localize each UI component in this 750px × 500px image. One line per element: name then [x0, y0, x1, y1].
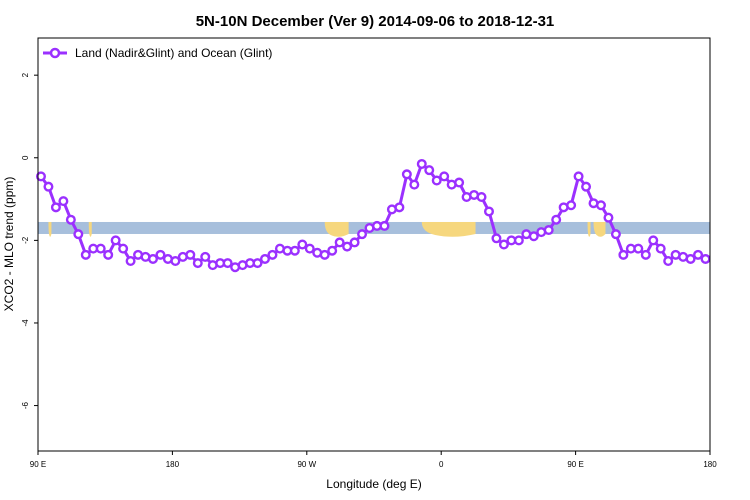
- data-point: [155, 249, 166, 260]
- data-point: [259, 253, 270, 264]
- land-patch: [88, 221, 92, 237]
- data-point: [409, 179, 420, 190]
- x-tick-label: 90 W: [297, 460, 316, 469]
- data-point: [304, 243, 315, 254]
- land-patch: [421, 221, 476, 237]
- data-point: [297, 239, 308, 250]
- data-point: [439, 171, 450, 182]
- data-point: [289, 245, 300, 256]
- x-tick-label: 180: [166, 460, 180, 469]
- x-tick-label: 180: [703, 460, 717, 469]
- data-point: [170, 256, 181, 267]
- data-point: [73, 229, 84, 240]
- x-tick-label: 90 E: [30, 460, 46, 469]
- x-axis: 90 E 180 90 W 0 90 E 180: [30, 451, 717, 469]
- data-point: [483, 206, 494, 217]
- legend-marker: [49, 47, 61, 59]
- data-point: [431, 175, 442, 186]
- plot-frame: [37, 37, 711, 452]
- land-patch: [324, 221, 349, 237]
- data-point: [566, 200, 577, 211]
- chart-title: 5N-10N December (Ver 9) 2014-09-06 to 20…: [196, 13, 555, 30]
- y-tick-label: -6: [21, 401, 30, 409]
- data-point: [185, 249, 196, 260]
- legend-label: Land (Nadir&Glint) and Ocean (Glint): [75, 46, 272, 60]
- y-tick-label: 2: [21, 72, 30, 77]
- data-point: [633, 243, 644, 254]
- data-point: [349, 237, 360, 248]
- series-layer: [35, 158, 711, 273]
- data-point: [327, 245, 338, 256]
- data-point: [618, 249, 629, 260]
- data-point: [640, 249, 651, 260]
- data-point: [43, 181, 54, 192]
- data-point: [685, 253, 696, 264]
- land-patch: [587, 221, 591, 237]
- y-axis-label: XCO2 - MLO trend (ppm): [2, 177, 16, 312]
- data-point: [401, 169, 412, 180]
- data-point: [476, 192, 487, 203]
- data-point: [147, 253, 158, 264]
- data-point: [648, 235, 659, 246]
- data-point: [528, 231, 539, 242]
- data-point: [693, 249, 704, 260]
- data-point: [110, 235, 121, 246]
- data-point: [610, 229, 621, 240]
- data-point: [35, 171, 46, 182]
- data-point: [50, 202, 61, 213]
- data-point: [118, 243, 129, 254]
- data-point: [319, 249, 330, 260]
- land-patch: [593, 221, 606, 237]
- data-point: [222, 258, 233, 269]
- data-point: [95, 243, 106, 254]
- data-point: [513, 235, 524, 246]
- y-tick-label: -4: [21, 319, 30, 327]
- data-point: [581, 181, 592, 192]
- data-point: [551, 214, 562, 225]
- data-point: [595, 200, 606, 211]
- data-point: [394, 202, 405, 213]
- data-point: [498, 239, 509, 250]
- data-point: [342, 241, 353, 252]
- data-point: [454, 177, 465, 188]
- data-point: [573, 171, 584, 182]
- data-point: [603, 212, 614, 223]
- data-point: [65, 214, 76, 225]
- x-axis-label: Longitude (deg E): [326, 477, 421, 491]
- data-point: [700, 253, 711, 264]
- y-tick-label: 0: [21, 155, 30, 160]
- x-tick-label: 0: [439, 460, 444, 469]
- data-point: [334, 237, 345, 248]
- data-point: [192, 258, 203, 269]
- data-point: [663, 256, 674, 267]
- x-tick-label: 90 E: [567, 460, 583, 469]
- data-point: [58, 196, 69, 207]
- data-point: [655, 243, 666, 254]
- data-point: [416, 158, 427, 169]
- data-point: [424, 165, 435, 176]
- data-point: [125, 256, 136, 267]
- data-point: [379, 220, 390, 231]
- y-axis: 2 0 -2 -4 -6: [21, 72, 38, 409]
- land-patch: [48, 221, 52, 237]
- data-point: [200, 251, 211, 262]
- data-point: [252, 258, 263, 269]
- y-tick-label: -2: [21, 236, 30, 244]
- data-point: [357, 229, 368, 240]
- data-point: [103, 249, 114, 260]
- legend: Land (Nadir&Glint) and Ocean (Glint): [43, 46, 272, 60]
- data-point: [543, 225, 554, 236]
- data-point: [267, 249, 278, 260]
- data-point: [491, 233, 502, 244]
- data-point: [80, 249, 91, 260]
